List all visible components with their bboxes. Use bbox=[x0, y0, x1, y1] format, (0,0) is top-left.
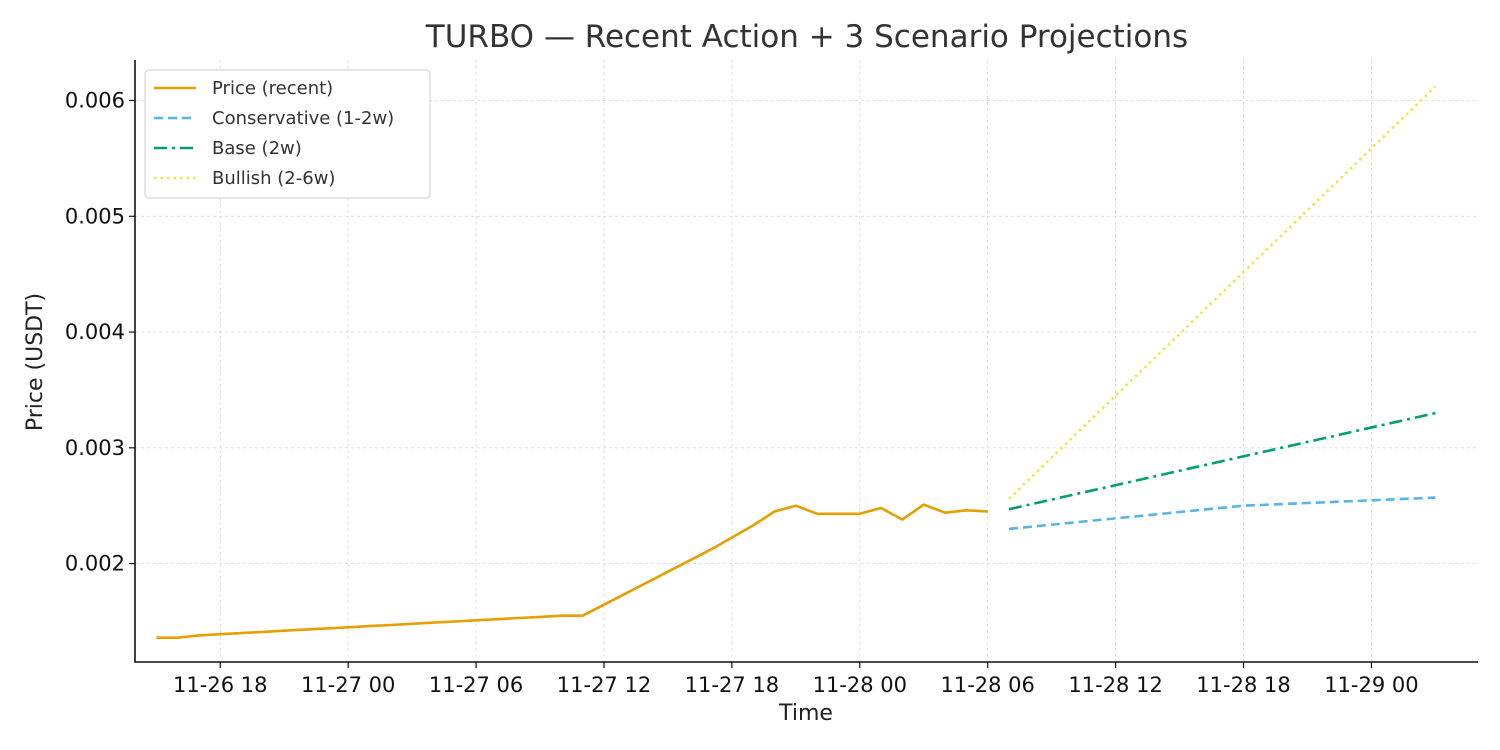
y-tick-label: 0.005 bbox=[65, 204, 125, 228]
x-tick-label: 11-27 18 bbox=[685, 673, 779, 697]
series-line-4 bbox=[1008, 85, 1437, 500]
series-line-3 bbox=[1008, 411, 1436, 511]
x-axis-label: Time bbox=[778, 701, 833, 726]
legend-label: Bullish (2-6w) bbox=[212, 168, 335, 189]
x-tick-label: 11-28 06 bbox=[940, 673, 1034, 697]
y-tick-label: 0.002 bbox=[65, 552, 125, 576]
axes: 11-26 18 11-27 00 11-27 06 11-27 12 11-27 18… bbox=[65, 60, 1478, 697]
x-tick-label: 11-27 00 bbox=[301, 673, 395, 697]
series-line-1 bbox=[156, 503, 988, 640]
series-layer bbox=[156, 85, 1437, 640]
legend-label: Conservative (1-2w) bbox=[212, 108, 394, 129]
y-tick-label: 0.003 bbox=[65, 436, 125, 460]
x-tick-label: 11-28 18 bbox=[1196, 673, 1290, 697]
x-tick-label: 11-27 12 bbox=[557, 673, 651, 697]
x-tick-label: 11-28 00 bbox=[813, 673, 907, 697]
x-tick-label: 11-29 00 bbox=[1324, 673, 1418, 697]
y-tick-label: 0.006 bbox=[65, 89, 125, 113]
x-tick-label: 11-26 18 bbox=[173, 673, 267, 697]
y-axis-label: Price (USDT) bbox=[23, 293, 48, 431]
y-tick-label: 0.004 bbox=[65, 320, 125, 344]
legend: Price (recent) Conservative (1-2w) Base (2… bbox=[144, 69, 431, 199]
legend-box bbox=[144, 69, 431, 199]
axis-spines bbox=[134, 60, 1478, 663]
legend-label: Base (2w) bbox=[212, 138, 302, 159]
x-tick-label: 11-28 12 bbox=[1068, 673, 1162, 697]
series-line-2 bbox=[1008, 496, 1436, 531]
legend-label: Price (recent) bbox=[212, 78, 333, 99]
x-tick-label: 11-27 06 bbox=[429, 673, 523, 697]
chart-title: TURBO — Recent Action + 3 Scenario Proje… bbox=[425, 19, 1188, 55]
